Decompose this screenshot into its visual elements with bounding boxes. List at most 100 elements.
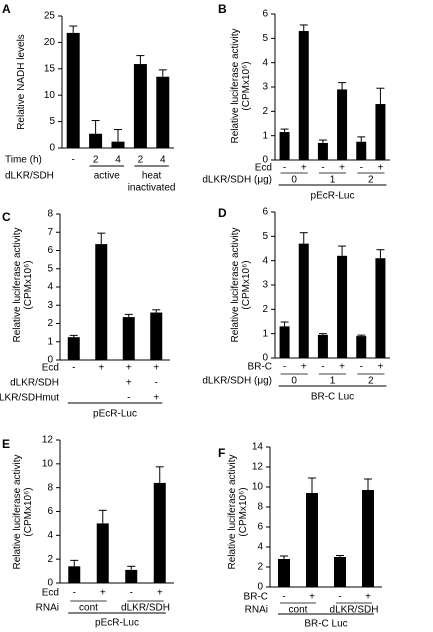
panel-label-B: B — [218, 2, 227, 16]
group-label: inactivated — [128, 183, 176, 194]
bar — [317, 334, 328, 358]
row-value: + — [153, 393, 159, 404]
y-tick-label: 2 — [262, 106, 268, 117]
row-label: RNAi — [36, 603, 59, 614]
row-value: - — [321, 362, 324, 373]
row-value: + — [309, 592, 315, 603]
bar — [306, 493, 318, 587]
row-label: BR-C — [248, 362, 272, 373]
bar — [95, 244, 108, 360]
y-tick-label: 4 — [257, 542, 263, 553]
y-tick-label: 2 — [47, 318, 53, 329]
y-tick-label: 6 — [257, 522, 263, 533]
bar — [67, 337, 80, 360]
y-axis-title: Relative luciferase activity — [230, 227, 241, 342]
y-tick-label: 5 — [262, 33, 268, 44]
row-value: - — [282, 592, 285, 603]
y-tick-label: 15 — [44, 63, 56, 74]
row-value: 0 — [291, 175, 297, 186]
row-value: - — [72, 155, 75, 166]
y-tick-label: 7 — [47, 227, 53, 238]
y-tick-label: 0 — [49, 143, 55, 154]
bar — [337, 89, 348, 160]
row-value: - — [360, 362, 363, 373]
panel-label-D: D — [218, 206, 227, 220]
bar — [150, 312, 163, 360]
y-tick-label: 2 — [47, 554, 53, 565]
bar — [156, 76, 170, 148]
y-tick-label: 4 — [262, 255, 268, 266]
row-value: - — [283, 163, 286, 174]
y-tick-label: 2 — [257, 562, 263, 573]
bar — [356, 141, 367, 160]
row-value: + — [377, 163, 383, 174]
group-label: active — [94, 171, 121, 182]
y-tick-label: 3 — [47, 300, 53, 311]
bar — [122, 317, 135, 360]
row-value: - — [130, 588, 133, 599]
row-value: 0 — [291, 376, 297, 387]
row-value: - — [360, 163, 363, 174]
bar — [279, 132, 290, 160]
bar — [356, 336, 367, 358]
row-value: 4 — [160, 155, 166, 166]
row-value: - — [283, 362, 286, 373]
row-value: + — [157, 588, 163, 599]
row-label: BR-C — [244, 592, 268, 603]
row-value: + — [339, 163, 345, 174]
y-tick-label: 5 — [262, 231, 268, 242]
bar — [96, 523, 109, 583]
y-axis-title-units: (CPMx10⁶) — [23, 260, 34, 309]
bar — [298, 243, 309, 358]
row-label: dLKR/SDH (μg) — [202, 376, 272, 387]
y-tick-label: 6 — [262, 9, 268, 20]
row-value: - — [155, 378, 158, 389]
row-label: Ecd — [42, 588, 59, 599]
y-axis-title: Relative luciferase activity — [12, 454, 23, 569]
row-value: 1 — [330, 175, 336, 186]
y-tick-label: 3 — [262, 82, 268, 93]
row-value: 4 — [115, 155, 121, 166]
y-tick-label: 1 — [262, 328, 268, 339]
bar — [153, 482, 166, 583]
panel-label-C: C — [2, 210, 11, 224]
y-tick-label: 3 — [262, 280, 268, 291]
y-tick-label: 4 — [47, 530, 53, 541]
y-tick-label: 6 — [47, 506, 53, 517]
row-label: Time (h) — [5, 155, 42, 166]
y-tick-label: 1 — [47, 336, 53, 347]
y-tick-label: 12 — [252, 462, 264, 473]
y-tick-label: 0 — [262, 353, 268, 364]
bar — [375, 258, 386, 358]
y-tick-label: 2 — [262, 304, 268, 315]
bar — [278, 559, 290, 587]
bar — [89, 133, 103, 148]
y-axis-title-units: (CPMx10⁶) — [23, 487, 34, 536]
row-value: cont — [289, 605, 308, 616]
row-value: + — [339, 362, 345, 373]
y-axis-title: Relative luciferase activity — [227, 454, 238, 569]
bar — [298, 31, 309, 161]
panel-label-E: E — [2, 437, 10, 451]
row-value: + — [126, 363, 132, 374]
row-value: cont — [79, 603, 98, 614]
bar — [279, 326, 290, 358]
row-value: 2 — [368, 175, 374, 186]
row-value: + — [365, 592, 371, 603]
group-label: pEcR-Luc — [95, 618, 139, 629]
y-axis-title: Relative NADH levels — [16, 34, 27, 130]
row-value: + — [153, 363, 159, 374]
bar — [66, 32, 80, 149]
row-value: 2 — [93, 155, 99, 166]
group-label: BR-C Luc — [304, 619, 347, 630]
bar — [125, 569, 138, 583]
bar — [362, 490, 374, 587]
row-value: + — [98, 363, 104, 374]
y-tick-label: 8 — [257, 502, 263, 513]
y-tick-label: 10 — [42, 458, 54, 469]
row-label: dLKR/SDH (μg) — [202, 175, 272, 186]
bar — [375, 104, 386, 160]
row-label: RNAi — [245, 605, 268, 616]
group-label: dLKR/SDH — [5, 171, 54, 182]
row-value: + — [126, 378, 132, 389]
